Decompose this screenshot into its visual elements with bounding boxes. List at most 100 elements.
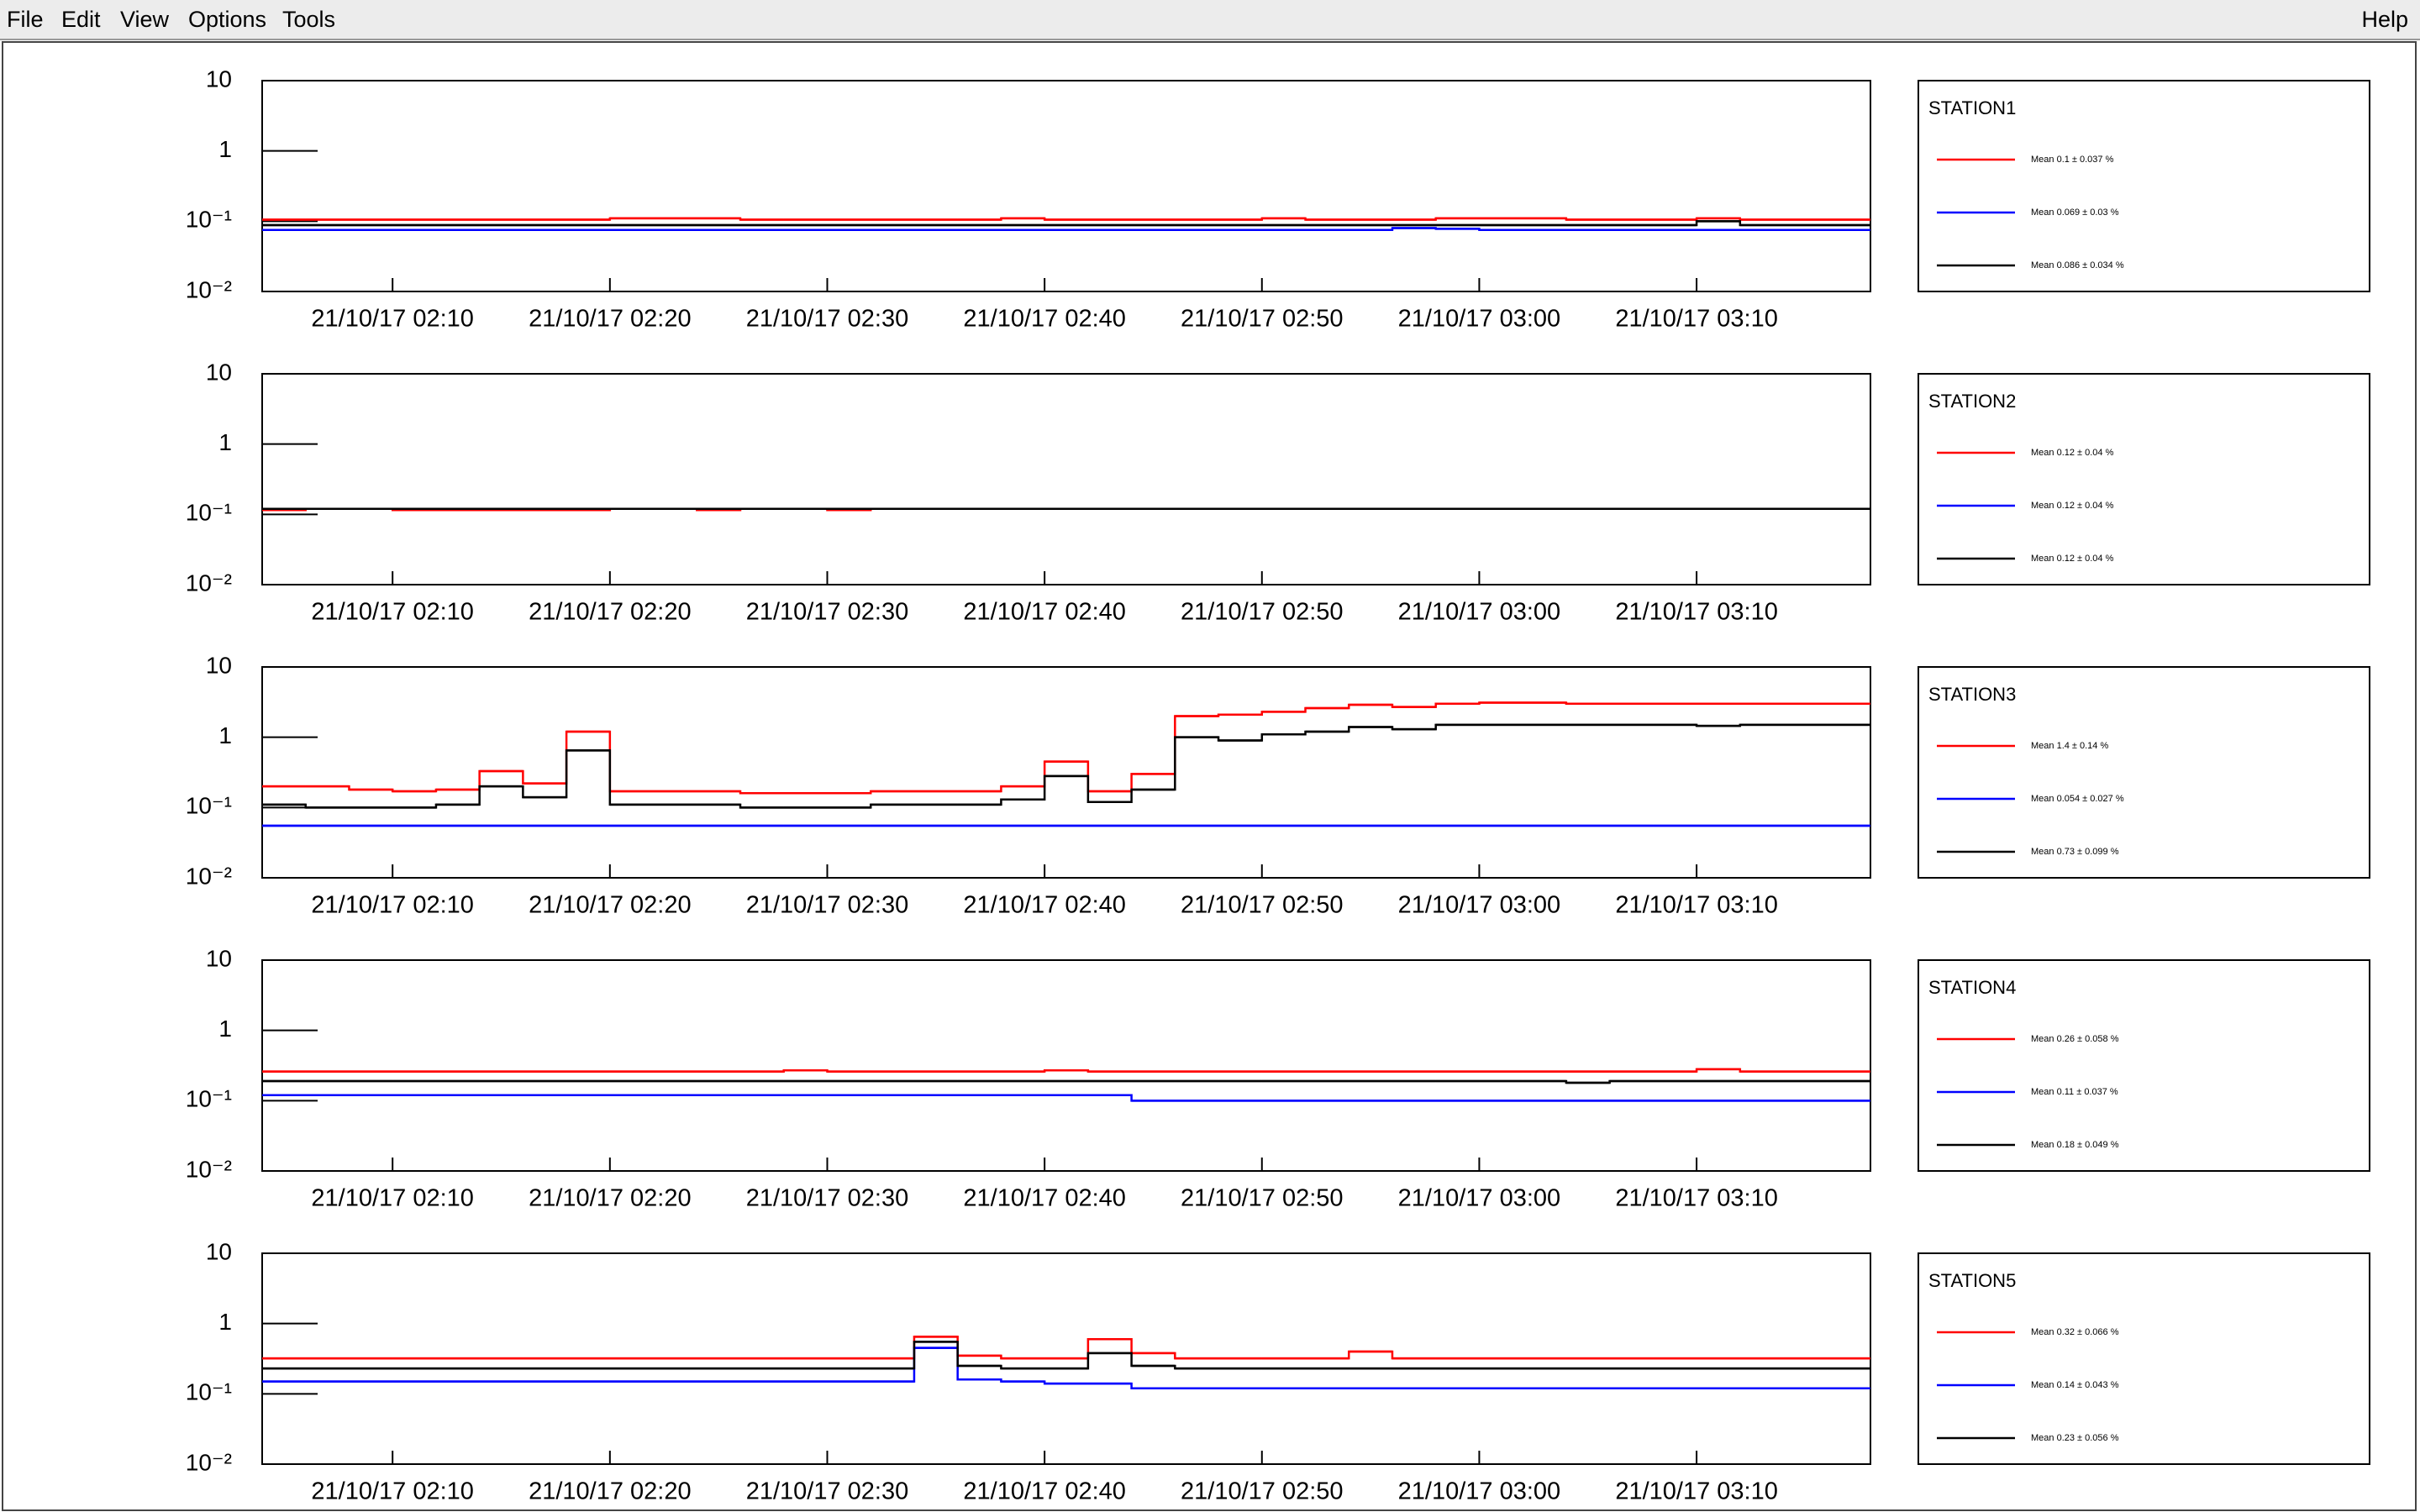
x-tick-label: 21/10/17 02:40 bbox=[963, 599, 1126, 626]
legend-entry: Mean 0.32 ± 0.066 % bbox=[2031, 1327, 2119, 1337]
x-tick-label: 21/10/17 02:10 bbox=[311, 1478, 474, 1505]
menu-item[interactable]: Tools bbox=[282, 7, 336, 32]
x-tick-label: 21/10/17 03:10 bbox=[1615, 306, 1778, 333]
legend-entry: Mean 0.23 ± 0.056 % bbox=[2031, 1433, 2119, 1443]
legend-box bbox=[1918, 80, 2370, 292]
legend-entry: Mean 0.086 ± 0.034 % bbox=[2031, 260, 2124, 270]
step-riser bbox=[262, 1079, 1870, 1084]
y-tick-label: 1 bbox=[218, 429, 232, 455]
step-riser bbox=[262, 723, 1870, 809]
y-tick-label: 10 bbox=[206, 652, 232, 678]
menu-item[interactable]: Options bbox=[188, 7, 267, 32]
legend-entry: Mean 0.14 ± 0.043 % bbox=[2031, 1380, 2119, 1390]
x-tick-label: 21/10/17 03:10 bbox=[1615, 1185, 1778, 1212]
legend-entry: Mean 0.18 ± 0.049 % bbox=[2031, 1140, 2119, 1150]
x-tick-label: 21/10/17 02:50 bbox=[1181, 1185, 1344, 1212]
legend-entry: Mean 0.26 ± 0.058 % bbox=[2031, 1034, 2119, 1044]
x-tick-label: 21/10/17 02:30 bbox=[746, 1478, 909, 1505]
x-tick-label: 21/10/17 02:50 bbox=[1181, 306, 1344, 333]
x-tick-label: 21/10/17 02:30 bbox=[746, 892, 909, 919]
x-tick-label: 21/10/17 03:10 bbox=[1615, 1478, 1778, 1505]
y-tick-label: 10⁻¹ bbox=[186, 1379, 232, 1405]
plot-frame bbox=[261, 666, 1871, 879]
x-tick-label: 21/10/17 02:30 bbox=[746, 1185, 909, 1212]
legend-box bbox=[1918, 959, 2370, 1172]
x-tick-label: 21/10/17 02:20 bbox=[529, 892, 692, 919]
x-tick-label: 21/10/17 02:10 bbox=[311, 599, 474, 626]
y-tick-label: 1 bbox=[218, 136, 232, 162]
legend-title: STATION5 bbox=[1928, 1270, 2016, 1291]
x-tick-label: 21/10/17 02:40 bbox=[963, 892, 1126, 919]
y-tick-label: 10⁻² bbox=[186, 1449, 232, 1475]
legend-title: STATION1 bbox=[1928, 97, 2016, 118]
x-tick-label: 21/10/17 02:20 bbox=[529, 306, 692, 333]
step-riser bbox=[262, 1341, 1870, 1370]
x-tick-label: 21/10/17 02:50 bbox=[1181, 1478, 1344, 1505]
legend-entry: Mean 0.069 ± 0.03 % bbox=[2031, 207, 2119, 218]
x-tick-label: 21/10/17 03:00 bbox=[1398, 306, 1561, 333]
step-riser bbox=[262, 227, 1870, 232]
legend-box bbox=[1918, 373, 2370, 585]
menu-item[interactable]: Help bbox=[2361, 7, 2408, 32]
x-tick-label: 21/10/17 02:10 bbox=[311, 892, 474, 919]
step-riser bbox=[262, 1336, 1870, 1360]
y-tick-label: 10 bbox=[206, 359, 232, 385]
menu-item[interactable]: Edit bbox=[61, 7, 101, 32]
legend-title: STATION2 bbox=[1928, 391, 2016, 412]
step-riser bbox=[262, 1094, 1870, 1102]
x-tick-label: 21/10/17 02:30 bbox=[746, 306, 909, 333]
y-tick-label: 10⁻¹ bbox=[186, 207, 232, 233]
x-tick-label: 21/10/17 02:20 bbox=[529, 1478, 692, 1505]
legend-title: STATION4 bbox=[1928, 977, 2016, 998]
y-tick-label: 10⁻¹ bbox=[186, 500, 232, 526]
plot-frame bbox=[261, 959, 1871, 1172]
x-tick-label: 21/10/17 02:40 bbox=[963, 306, 1126, 333]
legend-box bbox=[1918, 666, 2370, 879]
step-riser bbox=[262, 701, 1870, 795]
y-tick-label: 10⁻² bbox=[186, 1156, 232, 1182]
legend-title: STATION3 bbox=[1928, 684, 2016, 705]
y-tick-label: 10 bbox=[206, 66, 232, 92]
x-tick-label: 21/10/17 02:10 bbox=[311, 1185, 474, 1212]
x-tick-label: 21/10/17 02:40 bbox=[963, 1478, 1126, 1505]
legend-entry: Mean 1.4 ± 0.14 % bbox=[2031, 741, 2108, 751]
x-tick-label: 21/10/17 03:10 bbox=[1615, 892, 1778, 919]
x-tick-label: 21/10/17 02:10 bbox=[311, 306, 474, 333]
y-tick-label: 10⁻² bbox=[186, 570, 232, 596]
y-tick-label: 1 bbox=[218, 722, 232, 748]
step-riser bbox=[262, 217, 1870, 221]
x-tick-label: 21/10/17 02:30 bbox=[746, 599, 909, 626]
legend-entry: Mean 0.054 ± 0.027 % bbox=[2031, 794, 2124, 804]
x-tick-label: 21/10/17 02:20 bbox=[529, 599, 692, 626]
x-tick-label: 21/10/17 02:40 bbox=[963, 1185, 1126, 1212]
menu-item[interactable]: File bbox=[7, 7, 44, 32]
canvas-frame bbox=[2, 41, 2417, 1511]
plot-frame bbox=[261, 80, 1871, 292]
x-tick-label: 21/10/17 03:00 bbox=[1398, 599, 1561, 626]
x-tick-label: 21/10/17 03:00 bbox=[1398, 1185, 1561, 1212]
y-tick-label: 10⁻¹ bbox=[186, 793, 232, 819]
x-tick-label: 21/10/17 02:50 bbox=[1181, 599, 1344, 626]
y-tick-label: 10⁻¹ bbox=[186, 1086, 232, 1112]
legend-entry: Mean 0.12 ± 0.04 % bbox=[2031, 501, 2114, 511]
y-tick-label: 10⁻² bbox=[186, 276, 232, 302]
step-riser bbox=[262, 220, 1870, 227]
y-tick-label: 1 bbox=[218, 1309, 232, 1335]
step-riser bbox=[262, 1347, 1870, 1389]
legend-entry: Mean 0.11 ± 0.037 % bbox=[2031, 1087, 2118, 1097]
y-tick-label: 1 bbox=[218, 1016, 232, 1042]
legend-box bbox=[1918, 1252, 2370, 1465]
x-tick-label: 21/10/17 03:10 bbox=[1615, 599, 1778, 626]
canvas: 10⁻² 10⁻¹ 1 10 21/10/17 02:10 21/10/17 02:20 2… bbox=[2, 41, 2417, 1511]
legend-entry: Mean 0.12 ± 0.04 % bbox=[2031, 554, 2114, 564]
y-tick-label: 10 bbox=[206, 945, 232, 971]
legend-entry: Mean 0.1 ± 0.037 % bbox=[2031, 155, 2114, 165]
menu-bar: File Edit View Options Tools Help bbox=[0, 0, 2420, 40]
plot-frame bbox=[261, 373, 1871, 585]
menu-item[interactable]: View bbox=[120, 7, 170, 32]
step-riser bbox=[262, 1068, 1870, 1073]
legend-entry: Mean 0.73 ± 0.099 % bbox=[2031, 847, 2119, 857]
x-tick-label: 21/10/17 03:00 bbox=[1398, 892, 1561, 919]
x-tick-label: 21/10/17 02:50 bbox=[1181, 892, 1344, 919]
